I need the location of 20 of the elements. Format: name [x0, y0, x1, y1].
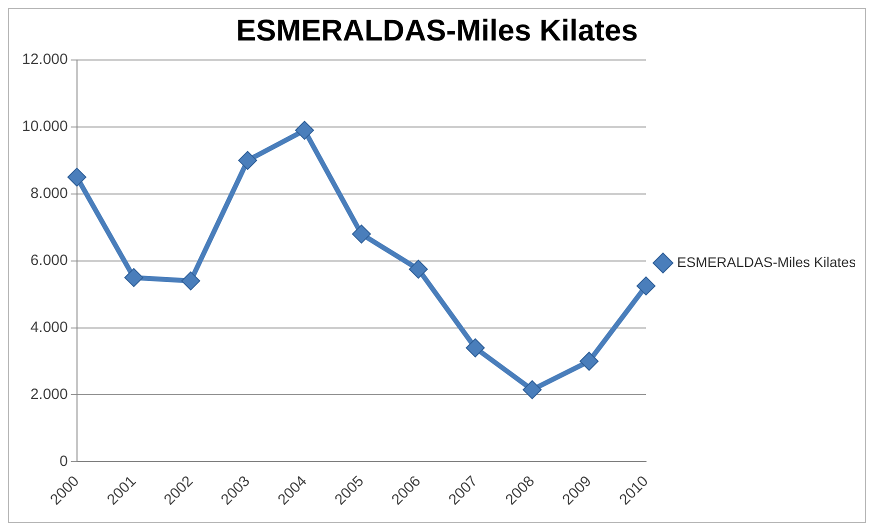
point — [580, 352, 599, 371]
point — [67, 168, 86, 187]
y-tick-label: 8.000 — [30, 185, 68, 202]
point — [124, 268, 144, 288]
point — [522, 380, 542, 400]
y-tick-label: 12.000 — [22, 51, 68, 68]
y-tick-label: 0 — [60, 452, 68, 470]
y-tick-label: 10.000 — [22, 118, 68, 136]
point — [295, 120, 314, 140]
chart-title: ESMERALDAS-Miles Kilates — [236, 14, 638, 48]
y-tick-label: 2.000 — [30, 386, 68, 403]
y-tick-label: 4.000 — [30, 318, 68, 336]
point — [408, 260, 428, 279]
point — [238, 150, 258, 170]
point — [352, 224, 371, 244]
legend-label: ESMERALDAS-Miles Kilates — [677, 254, 856, 270]
point — [636, 276, 656, 296]
point — [466, 338, 485, 358]
point — [181, 271, 200, 290]
y-tick-label: 6.000 — [30, 252, 68, 269]
